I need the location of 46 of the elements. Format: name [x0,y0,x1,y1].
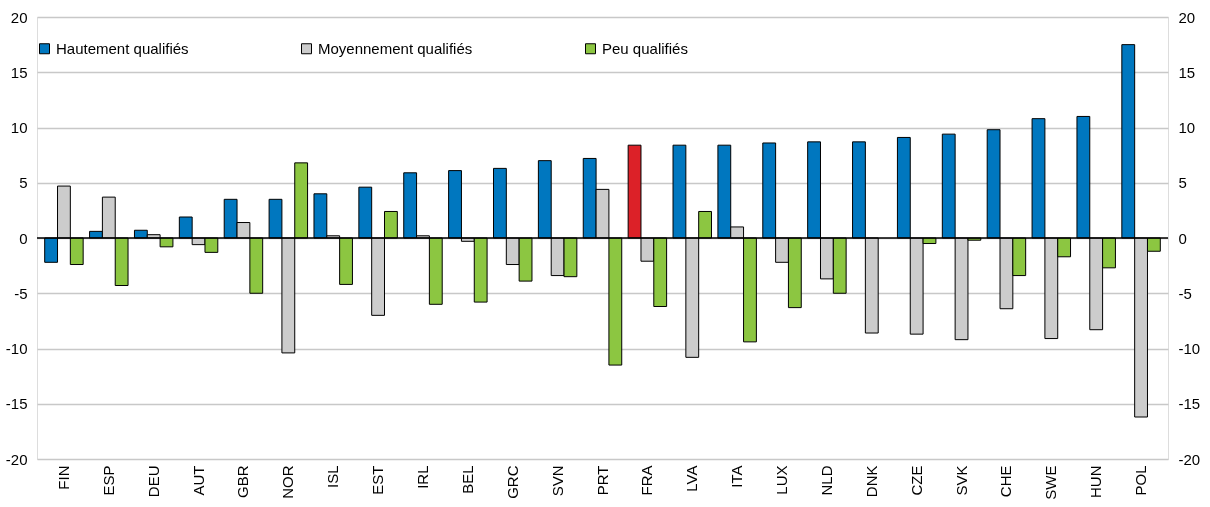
x-tick-label: FRA [638,465,656,496]
y2-tick-label: 20 [1178,8,1196,26]
x-tick-label: SWE [1042,465,1060,500]
legend-label: Moyennement qualifiés [318,39,473,57]
x-tick-label: HUN [1087,465,1105,498]
x-tick-label: PRT [593,465,611,496]
legend-label: Peu qualifiés [602,39,688,57]
x-tick-label: ISL [324,465,342,489]
x-tick-label: NOR [279,465,297,499]
x-tick-label: SVN [548,465,566,497]
x-tick-label: AUT [189,465,207,496]
y-tick-label: 15 [10,63,28,81]
x-tick-label: LUX [773,465,791,495]
x-tick-label: DNK [862,465,880,498]
x-tick-label: EST [369,465,387,495]
y2-tick-label: 0 [1178,229,1187,247]
x-tick-label: LVA [683,465,701,492]
y-tick-label: -10 [5,340,28,357]
x-tick-label: SVK [952,465,970,496]
y2-tick-label: 5 [1178,174,1187,192]
x-tick-label: DEU [144,465,162,498]
y2-tick-label: 15 [1178,63,1196,81]
y-tick-label: 20 [10,8,28,26]
x-tick-label: GRC [503,465,521,499]
legend-label: Hautement qualifiés [56,39,189,57]
y2-tick-label: -20 [1178,450,1201,468]
x-tick-label: NLD [817,465,835,496]
x-tick-label: GBR [234,465,252,499]
x-tick-label: CHE [997,465,1015,498]
y-tick-label: 0 [19,229,28,247]
y-tick-label: 10 [10,119,28,136]
y2-tick-label: -15 [1178,395,1201,413]
y2-tick-label: 10 [1178,119,1196,136]
x-tick-label: CZE [907,465,925,496]
y2-tick-label: -10 [1178,340,1201,357]
y-tick-label: -15 [5,395,28,413]
x-tick-label: ESP [99,465,117,496]
y-tick-label: 5 [19,174,28,192]
y-tick-label: -5 [14,284,28,302]
x-tick-label: ITA [728,465,746,488]
x-tick-label: POL [1132,465,1150,496]
y-tick-label: -20 [5,450,28,468]
x-tick-label: IRL [413,465,431,489]
x-tick-label: BEL [458,465,476,494]
x-tick-label: FIN [54,465,72,490]
y2-tick-label: -5 [1178,284,1192,302]
